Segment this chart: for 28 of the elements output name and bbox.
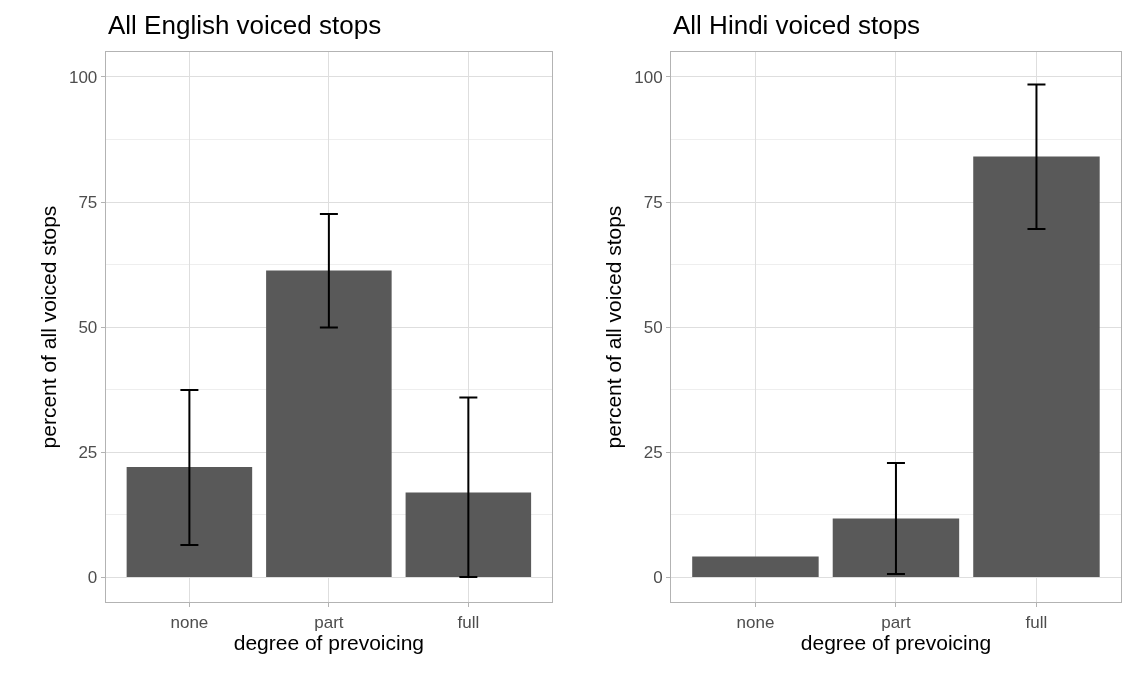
x-axis-title: degree of prevoicing [233, 631, 425, 655]
x-tick-label: full [457, 612, 480, 632]
x-tick-label: part [881, 612, 911, 632]
x-axis-title: degree of prevoicing [800, 631, 992, 655]
bar [405, 492, 532, 578]
y-tick-label: 0 [87, 568, 98, 588]
bar [692, 556, 819, 578]
y-tick-label: 0 [653, 568, 663, 588]
chart-title: All English voiced stops [108, 10, 382, 40]
bar [266, 270, 392, 578]
y-tick-label: 25 [78, 443, 98, 463]
bar [126, 467, 253, 578]
y-axis-title: percent of all voiced stops [602, 205, 626, 449]
y-axis-title: percent of all voiced stops [37, 205, 61, 449]
x-tick-label: none [170, 612, 209, 632]
y-tick-label: 75 [78, 192, 98, 212]
y-tick-label: 75 [643, 192, 663, 212]
y-tick-label: 100 [68, 67, 98, 87]
y-tick-label: 50 [78, 317, 98, 337]
chart-title: All Hindi voiced stops [673, 10, 921, 40]
y-tick-label: 50 [643, 317, 663, 337]
bar [832, 518, 960, 578]
x-tick-label: part [314, 612, 344, 632]
y-tick-label: 25 [643, 443, 663, 463]
y-tick-label: 100 [634, 67, 663, 87]
bar [973, 156, 1100, 578]
x-tick-label: full [1025, 612, 1048, 632]
x-tick-label: none [736, 612, 775, 632]
